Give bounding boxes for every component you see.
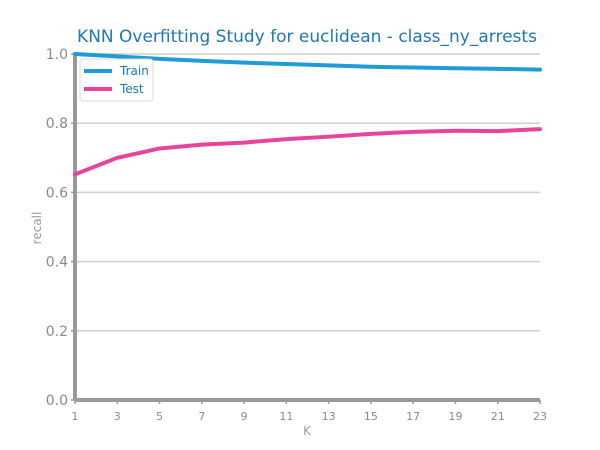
y-tick-label: 0.2 <box>46 324 68 340</box>
x-tick-label: 1 <box>72 410 79 423</box>
data-point-test <box>496 129 500 133</box>
x-tick-label: 11 <box>279 410 293 423</box>
data-point-test <box>242 141 246 145</box>
data-point-train <box>200 59 204 63</box>
y-tick-label: 0.4 <box>46 255 68 271</box>
y-tick-label: 0.8 <box>46 116 68 132</box>
data-point-test <box>327 135 331 139</box>
chart-title: KNN Overfitting Study for euclidean - cl… <box>77 27 537 47</box>
data-point-test <box>115 156 119 160</box>
x-tick-label: 5 <box>156 410 163 423</box>
x-tick-label: 19 <box>448 410 462 423</box>
data-point-train <box>158 57 162 61</box>
data-point-train <box>242 61 246 65</box>
data-point-test <box>369 132 373 136</box>
tick-labels: 0.00.20.40.60.81.01 3 5 7 9 11 13 15 17 19 21 23 <box>46 47 547 423</box>
x-tick-label: 15 <box>364 410 378 423</box>
data-point-test <box>453 129 457 133</box>
y-axis-label: recall <box>30 212 44 245</box>
series-line-train <box>73 52 542 72</box>
data-point-train <box>538 68 542 72</box>
x-tick-label: 9 <box>241 410 248 423</box>
x-tick-label: 7 <box>198 410 205 423</box>
data-point-test <box>158 146 162 150</box>
x-tick-label: 23 <box>533 410 547 423</box>
series-line-test <box>73 127 542 177</box>
y-tick-label: 1.0 <box>46 47 68 63</box>
legend: Train Test <box>79 58 154 102</box>
grid <box>75 53 540 332</box>
x-tick-label: 3 <box>114 410 121 423</box>
axes <box>71 53 541 404</box>
data-point-test <box>538 127 542 131</box>
data-point-test <box>200 143 204 147</box>
data-point-train <box>411 65 415 69</box>
data-point-test <box>411 130 415 134</box>
data-point-test <box>73 172 77 176</box>
data-point-train <box>327 63 331 67</box>
data-point-train <box>115 54 119 58</box>
data-point-train <box>284 62 288 66</box>
x-tick-label: 21 <box>491 410 505 423</box>
data-point-train <box>73 52 77 56</box>
x-axis-label: K <box>303 424 312 438</box>
legend-label-train: Train <box>119 64 149 78</box>
series-lines <box>73 52 542 177</box>
data-point-train <box>369 65 373 69</box>
data-point-train <box>496 67 500 71</box>
legend-label-test: Test <box>119 82 144 96</box>
y-tick-label: 0.6 <box>46 185 68 201</box>
y-tick-label: 0.0 <box>46 393 68 409</box>
data-point-test <box>284 137 288 141</box>
x-tick-label: 13 <box>322 410 336 423</box>
data-point-train <box>453 66 457 70</box>
x-tick-label: 17 <box>406 410 420 423</box>
